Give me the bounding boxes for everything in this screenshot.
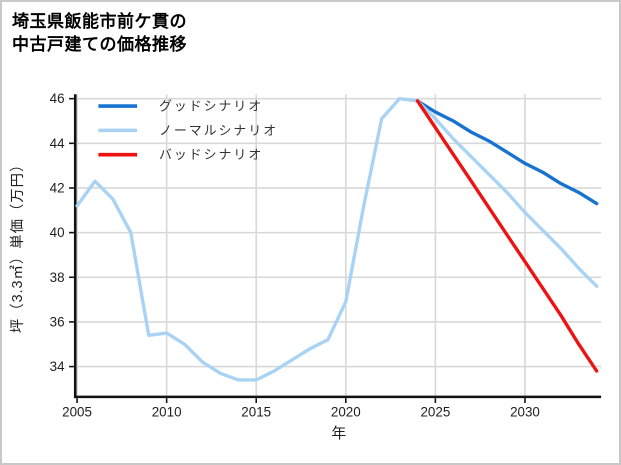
- series-line-history: [75, 96, 420, 382]
- legend-label-normal: ノーマルシナリオ: [159, 123, 278, 138]
- x-tick-label-2025: 2025: [420, 404, 450, 419]
- chart-title: 埼玉県飯能市前ケ貫の 中古戸建ての価格推移: [12, 10, 187, 57]
- x-tick-label-2010: 2010: [152, 404, 182, 419]
- legend-label-bad: バッドシナリオ: [159, 147, 263, 162]
- y-axis-label: 坪（3.3㎡）単価（万円）: [9, 157, 26, 333]
- y-tick-label-44: 44: [50, 136, 65, 151]
- x-tick-label-2020: 2020: [331, 404, 361, 419]
- y-tick-label-40: 40: [50, 225, 65, 240]
- y-tick-label-36: 36: [50, 314, 65, 329]
- y-tick-label-46: 46: [50, 91, 65, 106]
- x-tick-label-2005: 2005: [62, 404, 92, 419]
- y-tick-label-38: 38: [50, 270, 65, 285]
- series-line-normal: [415, 99, 599, 288]
- legend-label-good: グッドシナリオ: [159, 99, 263, 114]
- x-tick-label-2015: 2015: [241, 404, 271, 419]
- y-tick-label-42: 42: [50, 181, 65, 196]
- series-line-bad: [415, 99, 599, 373]
- chart-title-line1: 埼玉県飯能市前ケ貫の: [12, 12, 187, 31]
- x-tick-label-2030: 2030: [510, 404, 540, 419]
- x-axis-label: 年: [331, 425, 346, 442]
- chart-title-line2: 中古戸建ての価格推移: [12, 35, 187, 55]
- series-line-good: [415, 99, 599, 206]
- y-tick-label-34: 34: [50, 359, 65, 374]
